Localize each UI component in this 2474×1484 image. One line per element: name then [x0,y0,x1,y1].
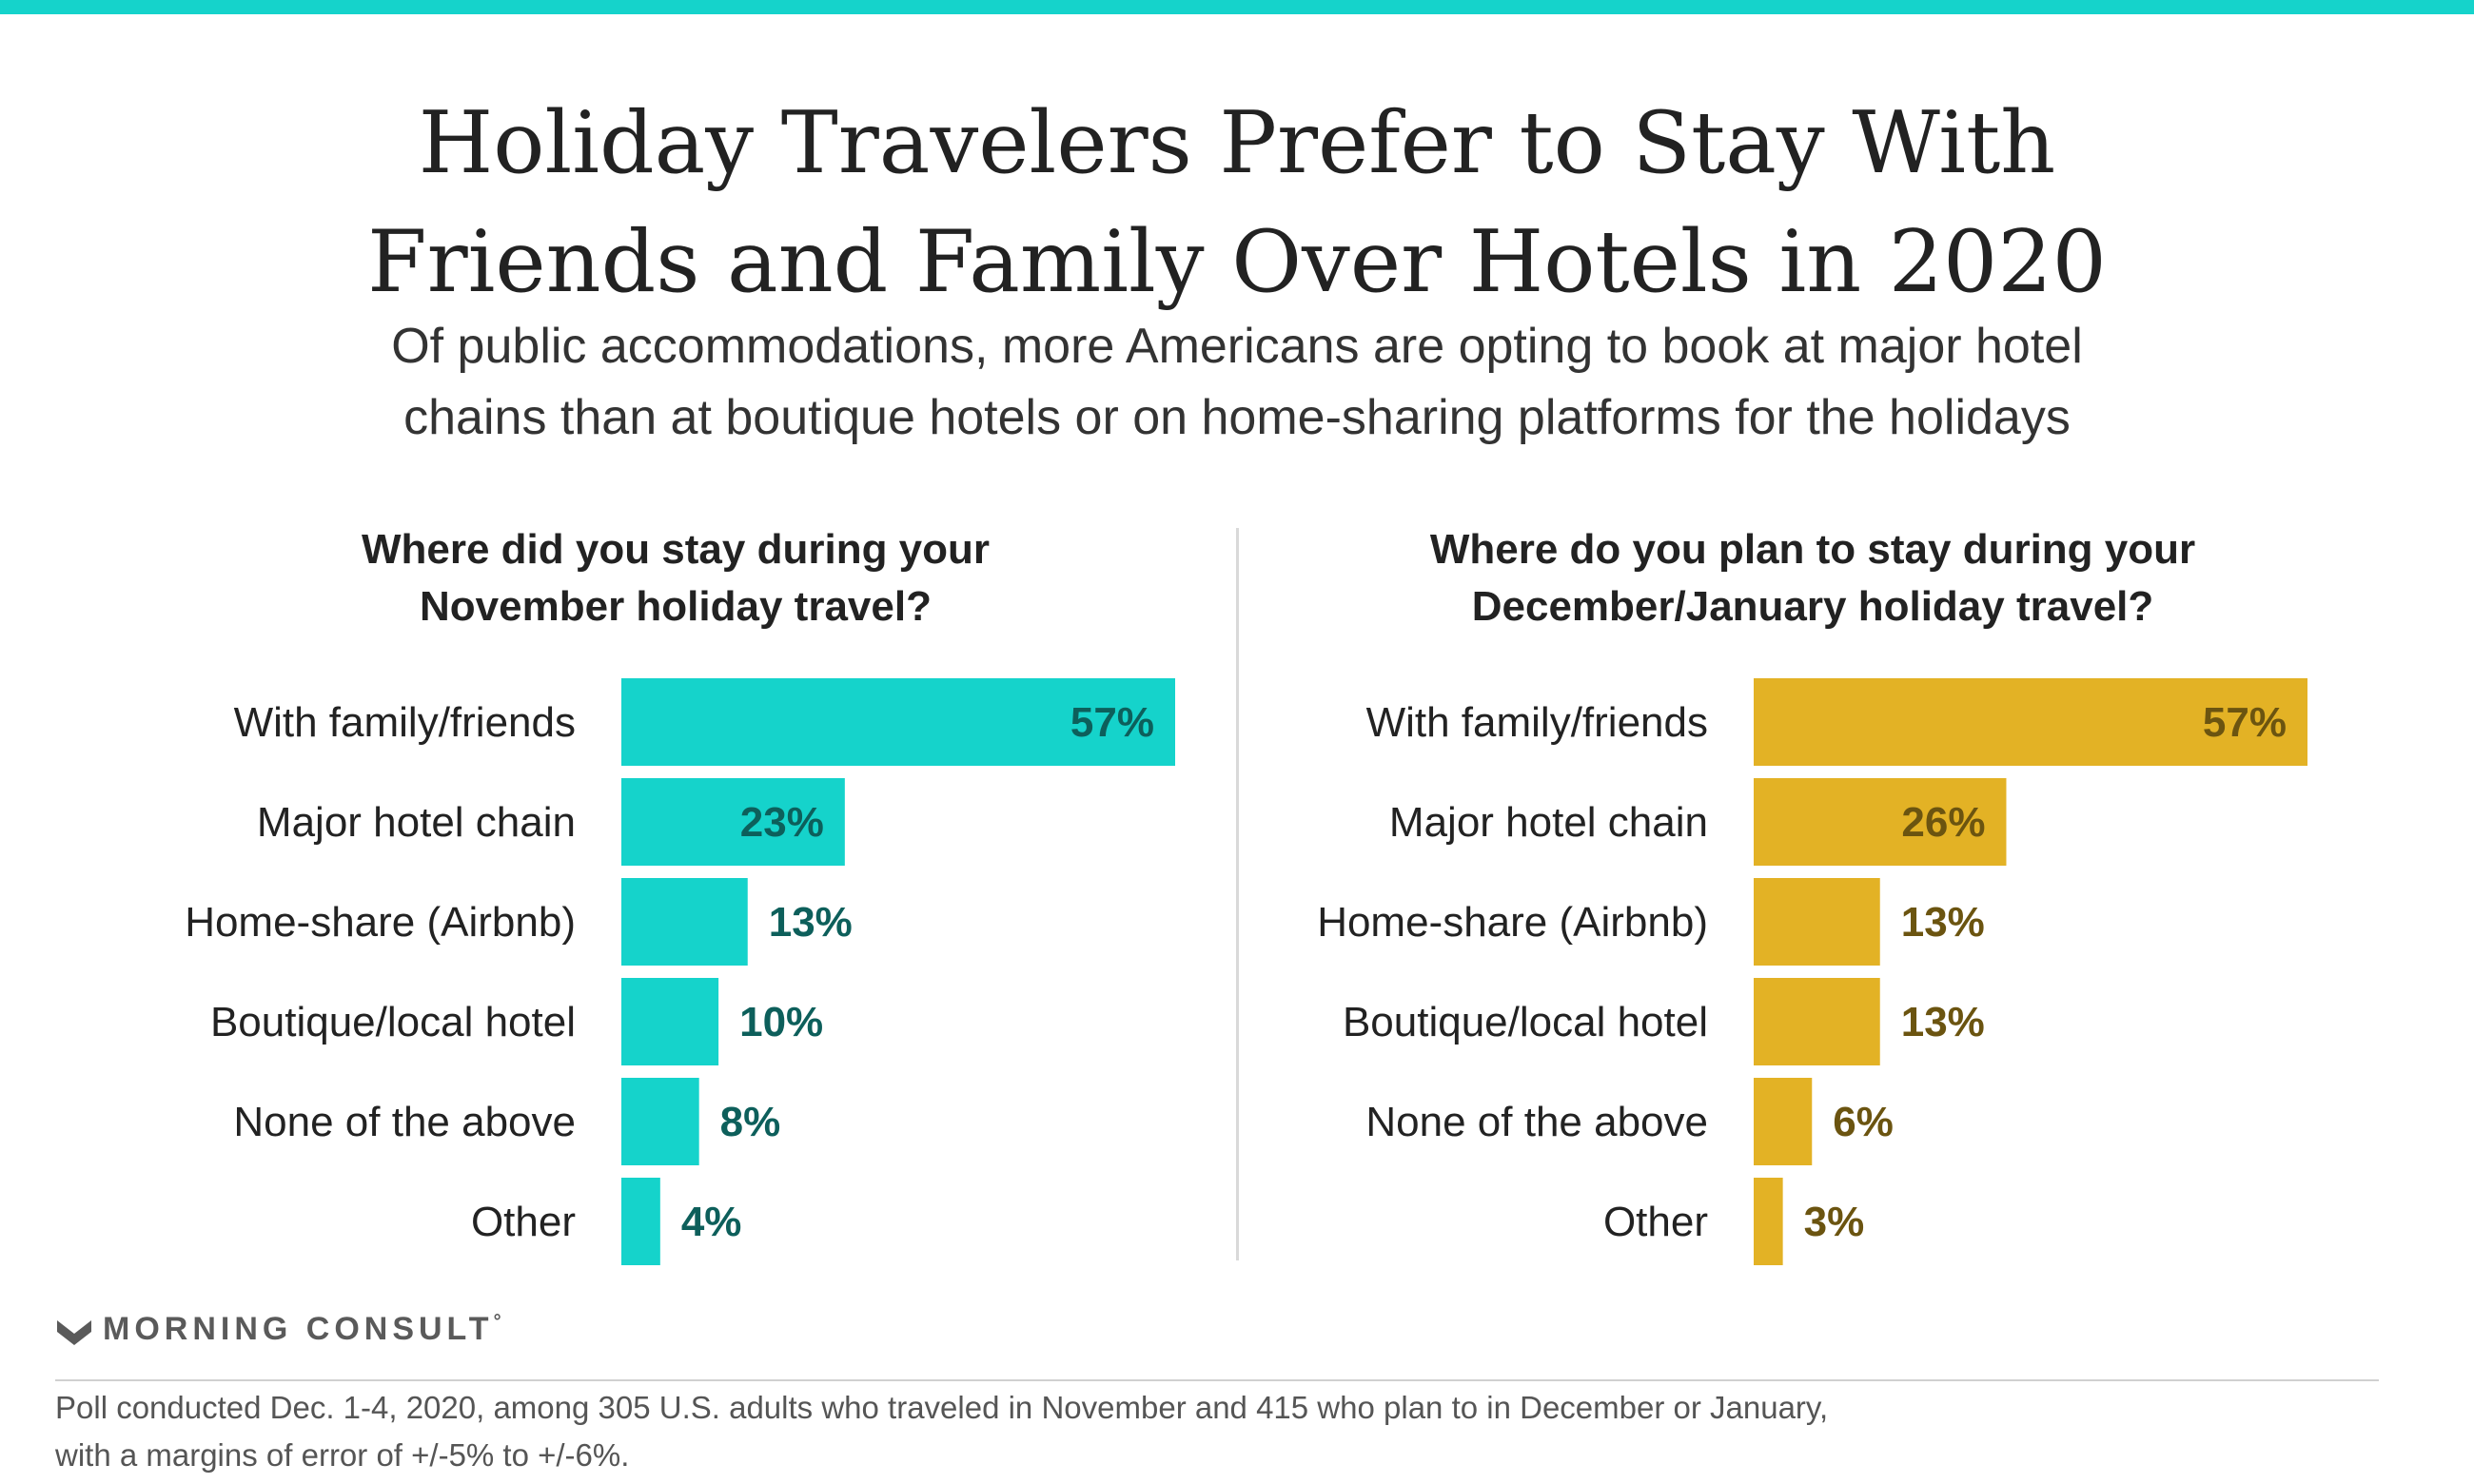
december-category-label: None of the above [1365,1099,1708,1145]
december-value-label: 26% [1901,799,1985,846]
november-category-label: None of the above [233,1099,576,1145]
december-value-label: 13% [1901,999,1985,1045]
december-category-label: Home-share (Airbnb) [1317,899,1708,946]
footnote-line: Poll conducted Dec. 1-4, 2020, among 305… [55,1390,1829,1425]
december-value-label: 6% [1833,1099,1894,1145]
november-bar [621,678,1175,766]
november-category-label: Home-share (Airbnb) [185,899,576,946]
december-category-label: Boutique/local hotel [1343,999,1708,1045]
footer-divider [55,1379,2379,1381]
brand-name: MORNING CONSULT [103,1311,494,1347]
november-value-label: 4% [681,1199,742,1245]
december-bar [1754,778,2007,866]
november-value-label: 13% [769,899,853,946]
november-value-label: 23% [740,799,824,846]
brand-mark: ° [493,1311,506,1333]
december-bar [1754,1178,1783,1265]
december-bar [1754,878,1880,966]
december-bar [1754,1078,1813,1165]
december-category-label: Major hotel chain [1389,799,1708,846]
november-category-label: Other [471,1199,576,1245]
footnote-line: with a margins of error of +/-5% to +/-6… [55,1437,630,1473]
december-bar [1754,978,1880,1065]
footnote: Poll conducted Dec. 1-4, 2020, among 305… [55,1384,2379,1479]
december-bar [1754,678,2307,766]
chart-subtitle-line: chains than at boutique hotels or on hom… [403,390,2071,445]
december-value-label: 13% [1901,899,1985,946]
november-category-label: With family/friends [234,699,576,746]
chart-title-line: Friends and Family Over Hotels in 2020 [367,212,2107,312]
november-bar [621,1178,660,1265]
right-panel-title-line: December/January holiday travel? [1471,583,2154,630]
left-panel-title: Where did you stay during your November … [200,521,1151,635]
brand-logo-text: MORNING CONSULT° [103,1311,506,1348]
november-bar [621,778,845,866]
chart-title: Holiday Travelers Prefer to Stay With Fr… [0,84,2474,322]
november-category-label: Major hotel chain [257,799,576,846]
bar-charts: With family/friends 57% Major hotel chain 2… [185,678,2307,1265]
top-accent-bar [0,0,2474,14]
november-value-label: 57% [1070,699,1154,746]
november-bar [621,1078,699,1165]
left-panel-title-line: November holiday travel? [420,583,932,630]
november-value-label: 10% [739,999,823,1045]
november-bar [621,978,719,1065]
december-value-label: 3% [1804,1199,1865,1245]
chart-subtitle: Of public accommodations, more Americans… [0,311,2474,454]
november-value-label: 8% [720,1099,781,1145]
november-bar [621,878,748,966]
right-panel-title: Where do you plan to stay during your De… [1337,521,2288,635]
november-category-label: Boutique/local hotel [210,999,576,1045]
panel-divider [1236,528,1239,1260]
chart-title-line: Holiday Travelers Prefer to Stay With [418,93,2056,193]
morning-consult-m-icon [57,1320,91,1345]
left-panel-title-line: Where did you stay during your [361,526,991,573]
december-category-label: Other [1603,1199,1708,1245]
right-panel-title-line: Where do you plan to stay during your [1429,526,2196,573]
december-category-label: With family/friends [1366,699,1708,746]
december-value-label: 57% [2203,699,2287,746]
chart-subtitle-line: Of public accommodations, more Americans… [391,319,2083,374]
